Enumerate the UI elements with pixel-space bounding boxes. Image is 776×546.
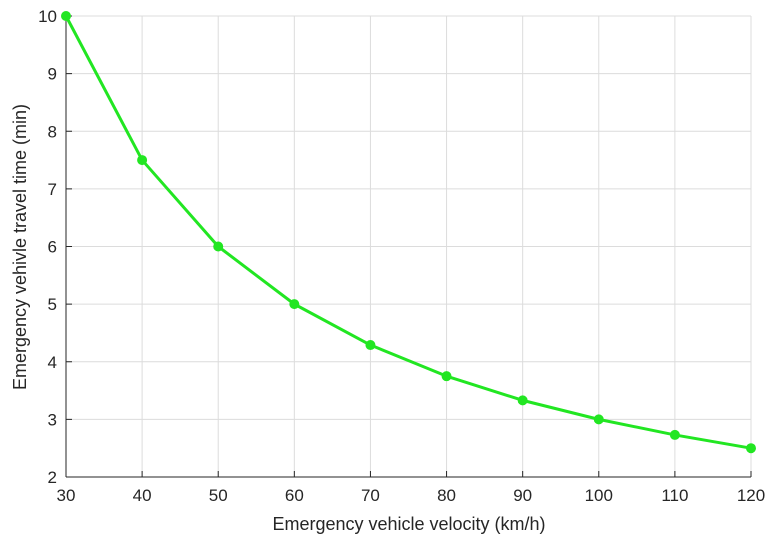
- axes: [65, 15, 752, 478]
- tick-labels: 30 40 50 60 70 80 90 100 110 120 2 3 4 5 6 7 8 9 10: [38, 7, 765, 505]
- y-tick-label: 3: [48, 410, 57, 429]
- grid: [65, 15, 752, 478]
- x-tick-label: 70: [361, 486, 380, 505]
- y-tick-label: 9: [48, 65, 57, 84]
- data-point: [746, 443, 756, 454]
- x-tick-label: 50: [209, 486, 228, 505]
- series-line: [64, 14, 753, 450]
- data-point: [669, 429, 680, 440]
- y-tick-label: 2: [48, 468, 57, 487]
- x-tick-label: 120: [737, 486, 765, 505]
- y-axis-title: Emergency vehivle travel time (min): [10, 104, 30, 390]
- x-tick-label: 90: [513, 486, 532, 505]
- data-point: [593, 414, 604, 425]
- x-axis-title: Emergency vehicle velocity (km/h): [272, 514, 545, 534]
- x-tick-label: 100: [585, 486, 613, 505]
- data-point: [289, 299, 300, 310]
- y-tick-label: 5: [48, 295, 57, 314]
- y-tick-label: 8: [48, 122, 57, 141]
- x-tick-label: 80: [437, 486, 456, 505]
- data-point: [137, 155, 148, 166]
- y-tick-label: 10: [38, 7, 57, 26]
- data-point: [365, 340, 376, 351]
- data-point: [517, 395, 528, 406]
- data-point: [61, 11, 71, 21]
- x-tick-label: 110: [661, 486, 688, 505]
- data-point: [441, 371, 452, 382]
- series: [61, 11, 756, 454]
- y-tick-label: 4: [48, 353, 57, 372]
- data-point: [213, 241, 224, 252]
- y-tick-label: 7: [48, 180, 57, 199]
- y-tick-label: 6: [48, 238, 57, 257]
- x-tick-label: 40: [133, 486, 152, 505]
- x-tick-label: 60: [285, 486, 304, 505]
- x-tick-label: 30: [57, 486, 76, 505]
